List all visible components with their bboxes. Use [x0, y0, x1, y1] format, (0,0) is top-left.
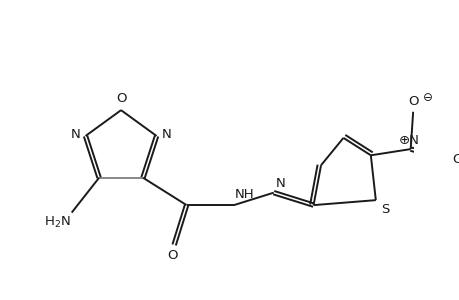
Text: O: O [407, 95, 418, 108]
Text: ⊕N: ⊕N [398, 134, 419, 147]
Text: O: O [451, 153, 459, 166]
Text: S: S [380, 202, 388, 216]
Text: ⊖: ⊖ [422, 91, 432, 104]
Text: N: N [275, 177, 285, 190]
Text: NH: NH [235, 188, 254, 201]
Text: N: N [71, 128, 80, 141]
Text: N: N [161, 128, 171, 141]
Text: O: O [116, 92, 126, 105]
Text: O: O [167, 249, 178, 262]
Text: H$_2$N: H$_2$N [44, 215, 70, 230]
